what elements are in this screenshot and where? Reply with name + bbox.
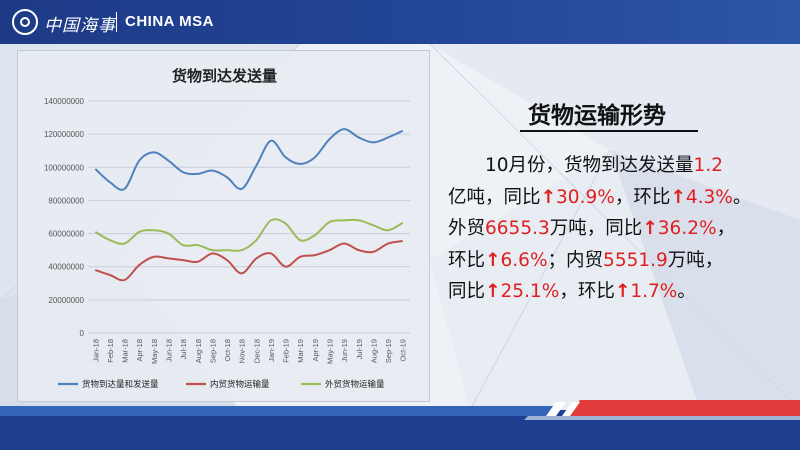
x-tick-label: Jul-18 [179, 339, 188, 359]
highlight-value: 5551.9 [603, 249, 668, 271]
summary-text: ，环比 [614, 186, 671, 208]
summary-text: 亿吨，同比 [448, 186, 541, 208]
highlight-value: 36.2% [657, 218, 717, 240]
series-line-3 [94, 218, 404, 252]
x-tick-label: Mar-18 [121, 339, 130, 363]
x-tick-label: Dec-18 [252, 339, 261, 363]
x-tick-label: Nov-18 [238, 339, 247, 363]
x-tick-label: Aug-19 [369, 339, 378, 363]
x-tick-label: Oct-18 [223, 339, 232, 362]
up-arrow-icon: ↑ [642, 218, 658, 240]
y-tick-label: 100000000 [44, 163, 85, 172]
summary-line: 外贸6655.3万吨，同比↑36.2%， [448, 213, 798, 245]
legend-label: 外贸货物运输量 [325, 379, 385, 390]
series-line-1 [94, 128, 404, 191]
up-arrow-icon: ↑ [485, 281, 501, 303]
x-tick-label: Jul-19 [355, 339, 364, 359]
chart-title: 货物到达发送量 [171, 67, 277, 85]
summary-line: 亿吨，同比↑30.9%，环比↑4.3%。 [448, 182, 798, 214]
highlight-value: 1.2 [693, 155, 723, 176]
summary-text: 万吨，同比 [549, 218, 643, 240]
msa-emblem-icon [12, 9, 38, 35]
summary-text: 同比 [448, 281, 486, 303]
up-arrow-icon: ↑ [614, 281, 631, 303]
y-tick-label: 80000000 [48, 196, 84, 205]
legend-label: 货物到达量和发送量 [82, 379, 159, 390]
x-tick-label: Jan-19 [267, 339, 276, 362]
x-tick-label: Feb-18 [106, 339, 115, 363]
x-tick-label: Mar-19 [296, 339, 305, 363]
highlight-value: 6655.3 [485, 218, 550, 240]
summary-text: 10月份，货物到达发送量 [448, 155, 694, 176]
x-tick-label: Jun-19 [340, 339, 349, 362]
x-tick-label: May-18 [150, 339, 159, 364]
x-tick-label: Aug-18 [194, 339, 203, 363]
up-arrow-icon: ↑ [540, 186, 557, 208]
x-tick-label: Jun-18 [165, 339, 174, 362]
summary-text: ， [716, 218, 736, 240]
y-tick-label: 40000000 [48, 263, 84, 272]
summary-text: 外贸 [448, 218, 486, 240]
logo-chinese-text: 中国海事 [44, 16, 116, 36]
summary-text: ，环比 [559, 281, 615, 303]
x-tick-label: Apr-18 [135, 339, 144, 362]
heading-underline [520, 130, 698, 132]
series-line-2 [94, 240, 403, 282]
legend-label: 内贸货物运输量 [210, 379, 270, 390]
summary-text: 环比 [448, 249, 486, 271]
summary-text: 。 [732, 186, 752, 208]
summary-text: ；内贸 [547, 249, 604, 271]
line-chart-panel: 货物到达发送量 0 20000000 40000000 60000000 8000000… [17, 50, 430, 402]
header-bar: 中国海事 CHINA MSA [0, 0, 800, 44]
x-tick-label: Sep-18 [208, 339, 217, 363]
highlight-value: 1.7% [630, 281, 678, 303]
y-tick-label: 0 [80, 329, 85, 338]
section-heading: 货物运输形势 [528, 103, 666, 129]
x-tick-label: Apr-19 [311, 339, 320, 362]
summary-paragraph: 10月份，货物到达发送量1.2 亿吨，同比↑30.9%，环比↑4.3%。 外贸665… [448, 150, 798, 308]
highlight-value: 6.6% [500, 249, 548, 271]
x-tick-label: Oct-19 [399, 339, 408, 362]
up-arrow-icon: ↑ [670, 186, 686, 208]
up-arrow-icon: ↑ [485, 249, 501, 271]
logo-english-text: CHINA MSA [125, 13, 214, 30]
summary-line: 10月份，货物到达发送量1.2 [448, 150, 798, 182]
y-tick-label: 140000000 [44, 97, 85, 106]
x-tick-label: Feb-19 [282, 339, 291, 363]
summary-line: 环比↑6.6%；内贸5551.9万吨， [448, 245, 798, 277]
highlight-value: 30.9% [556, 186, 615, 208]
x-tick-label: May-19 [326, 339, 335, 364]
y-tick-label: 20000000 [48, 296, 84, 305]
highlight-value: 4.3% [685, 186, 733, 208]
summary-line: 同比↑25.1%，环比↑1.7%。 [448, 276, 798, 308]
y-tick-label: 60000000 [48, 230, 84, 239]
logo-divider [116, 12, 117, 32]
y-tick-label: 120000000 [44, 130, 85, 139]
x-tick-label: Sep-19 [384, 339, 393, 363]
line-chart: 0 20000000 40000000 60000000 80000000 1000000… [44, 97, 410, 390]
x-tick-label: Jan-18 [91, 339, 100, 362]
highlight-value: 25.1% [500, 281, 560, 303]
summary-text: 。 [677, 281, 696, 303]
summary-text: 万吨， [667, 249, 724, 271]
